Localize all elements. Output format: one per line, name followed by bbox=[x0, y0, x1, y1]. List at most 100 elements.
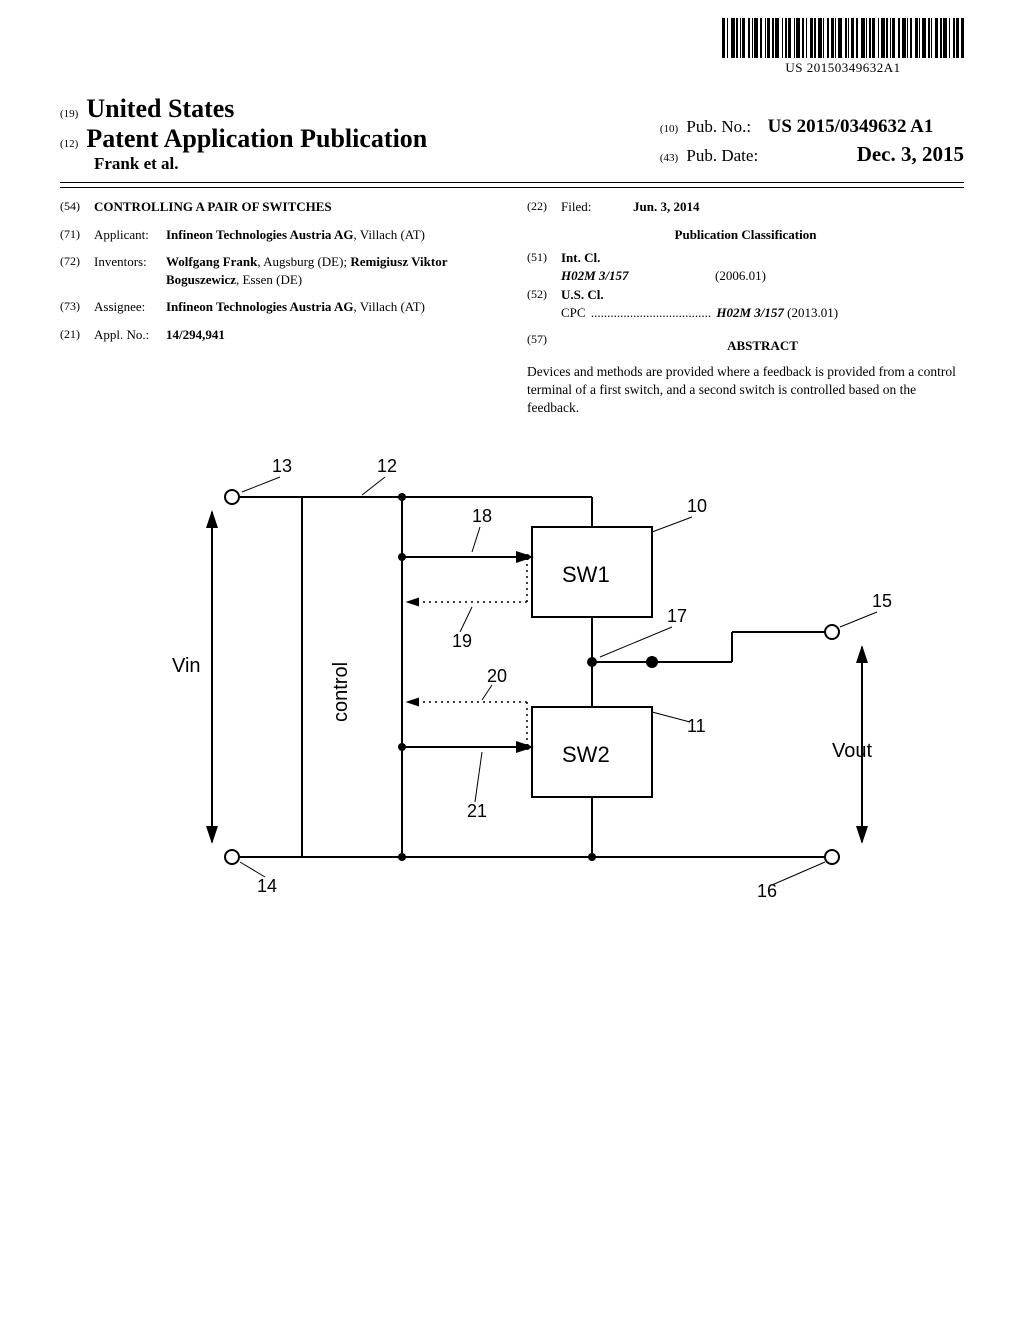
node-bot-left bbox=[398, 853, 406, 861]
pubno-num: (10) bbox=[660, 123, 678, 135]
intcl-date: (2006.01) bbox=[715, 268, 766, 283]
lead-19 bbox=[460, 607, 472, 632]
assignee-row: (73) Assignee: Infineon Technologies Aus… bbox=[60, 298, 497, 316]
biblio-columns: (54) CONTROLLING A PAIR OF SWITCHES (71)… bbox=[60, 198, 964, 417]
lead-12 bbox=[362, 477, 385, 495]
inventor1-name: Wolfgang Frank bbox=[166, 254, 257, 269]
lead-18 bbox=[472, 527, 480, 552]
invention-title: CONTROLLING A PAIR OF SWITCHES bbox=[94, 198, 497, 216]
terminal-15 bbox=[825, 625, 839, 639]
intcl-num: (51) bbox=[527, 249, 561, 284]
classification-hdr: Publication Classification bbox=[527, 226, 964, 244]
biblio-right: (22) Filed: Jun. 3, 2014 Publication Cla… bbox=[527, 198, 964, 417]
ref-17: 17 bbox=[667, 606, 687, 626]
lead-15 bbox=[840, 612, 877, 627]
uscl-label: U.S. Cl. bbox=[561, 287, 604, 302]
inventors-row: (72) Inventors: Wolfgang Frank, Augsburg… bbox=[60, 253, 497, 288]
barcode-text: US 20150349632A1 bbox=[722, 60, 964, 76]
intcl-code: H02M 3/157 bbox=[561, 268, 629, 283]
node-bot bbox=[588, 853, 596, 861]
node-20 bbox=[524, 744, 530, 750]
ref-19: 19 bbox=[452, 631, 472, 651]
pubdate-label: Pub. Date: bbox=[686, 146, 758, 165]
sw1-label: SW1 bbox=[562, 562, 610, 587]
header-right: (10) Pub. No.: US 2015/0349632 A1 (43) P… bbox=[660, 116, 964, 167]
applno-row: (21) Appl. No.: 14/294,941 bbox=[60, 326, 497, 344]
abstract-body: Devices and methods are provided where a… bbox=[527, 363, 964, 418]
country: United States bbox=[86, 94, 234, 123]
uscl-row: (52) U.S. Cl. CPC ......................… bbox=[527, 286, 964, 321]
assignee-label: Assignee: bbox=[94, 298, 166, 316]
terminal-13 bbox=[225, 490, 239, 504]
vout-label: Vout bbox=[832, 740, 872, 762]
circuit-diagram: Vin Vout control SW1 SW2 bbox=[132, 447, 892, 907]
ref-20: 20 bbox=[487, 666, 507, 686]
assignee-loc: Villach (AT) bbox=[360, 299, 425, 314]
uscl-code: H02M 3/157 bbox=[716, 305, 784, 320]
applno-label: Appl. No.: bbox=[94, 326, 166, 344]
figure-area: Vin Vout control SW1 SW2 bbox=[60, 447, 964, 907]
title-row: (54) CONTROLLING A PAIR OF SWITCHES bbox=[60, 198, 497, 216]
lead-21 bbox=[475, 752, 482, 802]
ref-18: 18 bbox=[472, 506, 492, 526]
filed-num: (22) bbox=[527, 198, 561, 216]
applno: 14/294,941 bbox=[166, 327, 225, 342]
inventors-num: (72) bbox=[60, 253, 94, 288]
barcode-icon bbox=[722, 18, 964, 58]
abstract-num-row: (57) ABSTRACT bbox=[527, 331, 964, 361]
pubtype: Patent Application Publication bbox=[86, 124, 427, 153]
control-label: control bbox=[330, 662, 352, 722]
ref-12: 12 bbox=[377, 456, 397, 476]
biblio-left: (54) CONTROLLING A PAIR OF SWITCHES (71)… bbox=[60, 198, 497, 417]
lead-17 bbox=[600, 627, 672, 657]
filed: Jun. 3, 2014 bbox=[633, 199, 699, 214]
node-19 bbox=[524, 554, 530, 560]
terminal-16 bbox=[825, 850, 839, 864]
ref-13: 13 bbox=[272, 456, 292, 476]
applno-num: (21) bbox=[60, 326, 94, 344]
node-18 bbox=[398, 553, 406, 561]
assignee-num: (73) bbox=[60, 298, 94, 316]
control-block bbox=[302, 497, 402, 857]
patent-page: US 20150349632A1 (19) United States (12)… bbox=[0, 0, 1024, 1320]
node-21 bbox=[398, 743, 406, 751]
rule-top bbox=[60, 182, 964, 183]
uscl-prefix: CPC bbox=[561, 305, 586, 320]
barcode-block: US 20150349632A1 bbox=[722, 18, 964, 76]
applicant-row: (71) Applicant: Infineon Technologies Au… bbox=[60, 226, 497, 244]
inventor1-loc: Augsburg (DE) bbox=[263, 254, 343, 269]
uscl-dots: ..................................... bbox=[591, 305, 715, 320]
ref-11: 11 bbox=[687, 716, 706, 736]
terminal-14 bbox=[225, 850, 239, 864]
pubno: US 2015/0349632 A1 bbox=[768, 116, 934, 137]
applicant-num: (71) bbox=[60, 226, 94, 244]
abstract-hdr: ABSTRACT bbox=[561, 337, 964, 355]
ref-21: 21 bbox=[467, 801, 487, 821]
ref-14: 14 bbox=[257, 876, 277, 896]
lead-14 bbox=[240, 862, 265, 877]
lead-11 bbox=[652, 712, 690, 722]
lead-10 bbox=[652, 517, 692, 532]
pubdate-num: (43) bbox=[660, 152, 678, 164]
title-num: (54) bbox=[60, 198, 94, 216]
applicant-label: Applicant: bbox=[94, 226, 166, 244]
authors: Frank et al. bbox=[94, 154, 179, 173]
lead-16 bbox=[772, 862, 825, 885]
pubno-label: Pub. No.: bbox=[686, 117, 751, 136]
vin-label: Vin bbox=[172, 655, 201, 677]
filed-row: (22) Filed: Jun. 3, 2014 bbox=[527, 198, 964, 216]
uscl-date: (2013.01) bbox=[787, 305, 838, 320]
inventors-label: Inventors: bbox=[94, 253, 166, 288]
country-num: (19) bbox=[60, 108, 78, 120]
pubtype-num: (12) bbox=[60, 138, 78, 150]
intcl-row: (51) Int. Cl. H02M 3/157 (2006.01) bbox=[527, 249, 964, 284]
inventor2-loc: Essen (DE) bbox=[243, 272, 303, 287]
sw2-label: SW2 bbox=[562, 742, 610, 767]
applicant-name: Infineon Technologies Austria AG bbox=[166, 227, 353, 242]
lead-20 bbox=[482, 685, 492, 700]
abstract-num: (57) bbox=[527, 331, 561, 361]
node-top-left bbox=[398, 493, 406, 501]
applicant-loc: Villach (AT) bbox=[360, 227, 425, 242]
filed-label: Filed: bbox=[561, 198, 633, 216]
rule-top2 bbox=[60, 187, 964, 188]
